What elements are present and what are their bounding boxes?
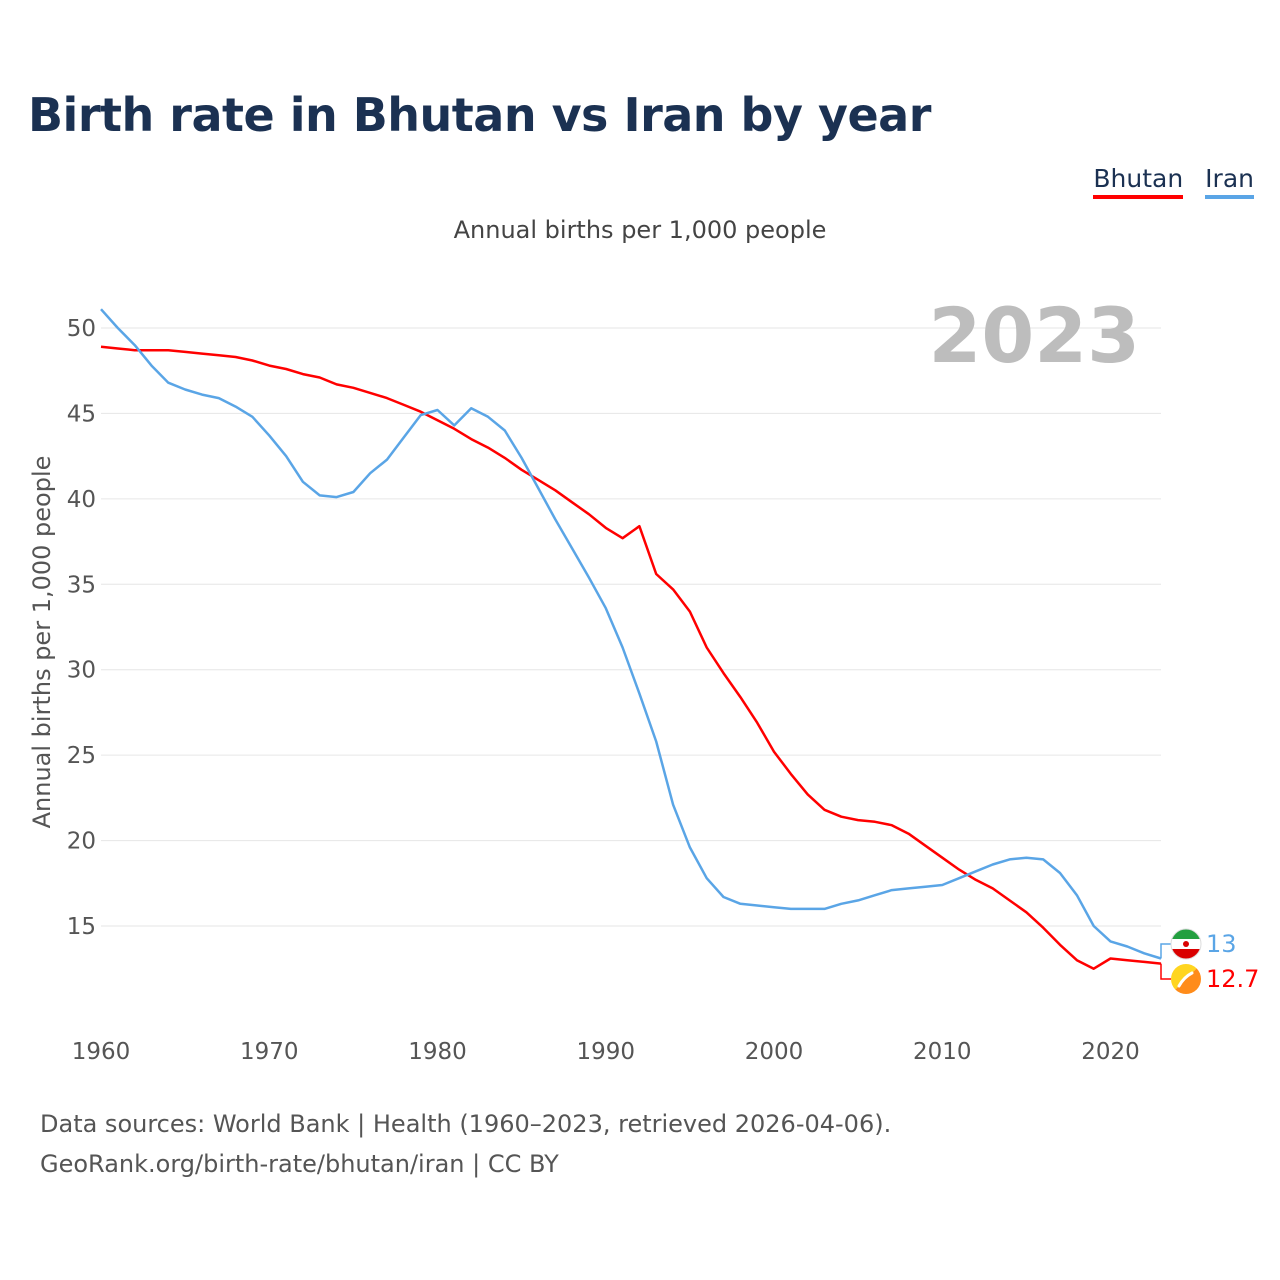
iran-end-connector <box>1160 943 1171 959</box>
y-tick-label: 50 <box>67 316 96 342</box>
legend: Bhutan Iran <box>1093 164 1254 199</box>
year-watermark: 2023 <box>928 291 1140 380</box>
x-tick-label: 2020 <box>1081 1039 1140 1065</box>
bhutan-flag-icon <box>1171 964 1201 994</box>
iran-end-value: 13 <box>1206 930 1237 958</box>
bhutan-end-value: 12.7 <box>1206 965 1259 993</box>
y-tick-label: 25 <box>67 743 96 769</box>
x-tick-label: 1960 <box>72 1039 131 1065</box>
y-axis-label: Annual births per 1,000 people <box>28 456 56 829</box>
footer-link[interactable]: GeoRank.org/birth-rate/bhutan/iran | CC … <box>40 1150 559 1178</box>
page-title: Birth rate in Bhutan vs Iran by year <box>28 88 931 142</box>
y-tick-label: 15 <box>67 914 96 940</box>
footer: Data sources: World Bank | Health (1960–… <box>40 1104 891 1184</box>
y-tick-label: 30 <box>67 658 96 684</box>
series-line-iran[interactable] <box>100 308 1162 960</box>
x-tick-label: 1970 <box>240 1039 299 1065</box>
x-tick-label: 1990 <box>576 1039 635 1065</box>
y-tick-label: 45 <box>67 401 96 427</box>
x-tick-label: 2010 <box>913 1039 972 1065</box>
y-tick-label: 35 <box>67 572 96 598</box>
legend-item-iran[interactable]: Iran <box>1205 164 1254 199</box>
chart-subtitle: Annual births per 1,000 people <box>453 216 827 244</box>
series-line-bhutan[interactable] <box>100 345 1162 970</box>
y-tick-label: 20 <box>67 829 96 855</box>
bhutan-end-connector <box>1160 963 1171 980</box>
x-tick-label: 1980 <box>408 1039 467 1065</box>
legend-item-bhutan[interactable]: Bhutan <box>1093 164 1184 199</box>
iran-flag-icon <box>1170 928 1202 960</box>
y-tick-label: 40 <box>67 487 96 513</box>
x-tick-label: 2000 <box>745 1039 804 1065</box>
footer-sources: Data sources: World Bank | Health (1960–… <box>40 1110 892 1138</box>
